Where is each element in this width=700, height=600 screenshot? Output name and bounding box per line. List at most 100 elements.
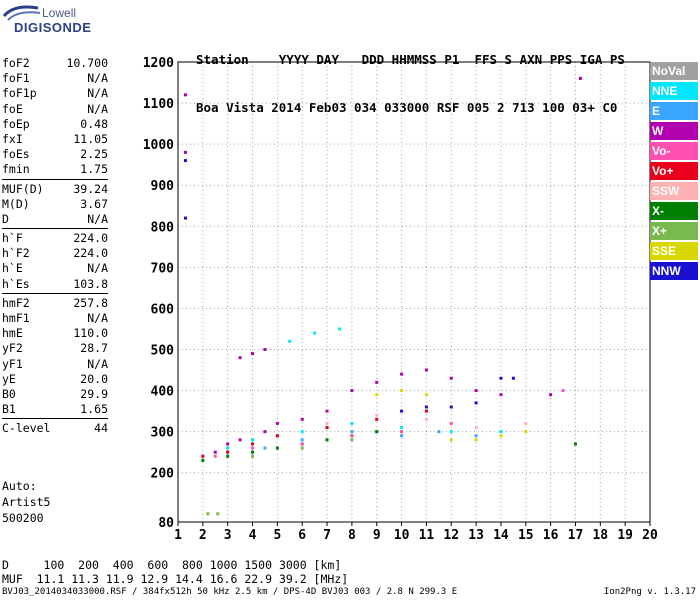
x-tick-label: 17 <box>568 528 584 543</box>
param-row: hmE 110.0 <box>2 326 108 341</box>
param-row: foEs 2.25 <box>2 147 108 162</box>
data-point-nnw <box>400 409 404 413</box>
param-value: 28.7 <box>80 341 108 356</box>
x-tick-label: 5 <box>273 528 281 543</box>
data-point-w <box>549 393 553 397</box>
y-tick-label: 500 <box>151 344 175 359</box>
scaled-parameters-panel: foF2 10.700 foF1 N/A foF1p N/A foE N/A foEp 0.48 f… <box>2 56 108 437</box>
param-row: foF1p N/A <box>2 86 108 101</box>
data-point-nnw <box>183 159 187 163</box>
data-point-e <box>437 430 441 434</box>
x-tick-label: 20 <box>642 528 658 543</box>
data-point-vo <box>201 454 205 458</box>
data-point-x <box>201 458 205 462</box>
param-row: B1 1.65 <box>2 402 108 417</box>
muf-row: MUF 11.1 11.3 11.9 12.9 14.4 16.6 22.9 3… <box>2 572 349 586</box>
data-point-x <box>251 450 255 454</box>
param-row: h`E N/A <box>2 261 108 276</box>
distance-row: D 100 200 400 600 800 1000 1500 3000 [km… <box>2 558 342 572</box>
y-tick-label: 300 <box>151 426 175 441</box>
params-divider <box>2 178 108 180</box>
legend-item-sse: SSE <box>650 242 698 260</box>
file-info: BVJ03_2014034033000.RSF / 384fx512h 50 k… <box>2 587 458 597</box>
data-point-nne <box>449 430 453 434</box>
logo-text-lowell: Lowell <box>42 6 77 20</box>
param-value: N/A <box>87 261 108 276</box>
x-tick-label: 10 <box>394 528 410 543</box>
param-row: foF1 N/A <box>2 71 108 86</box>
data-point-vo <box>561 389 565 393</box>
header-row-values: Boa Vista 2014 Feb03 034 033000 RSF 005 … <box>196 100 618 115</box>
param-row: fxI 11.05 <box>2 132 108 147</box>
legend-item-x: X+ <box>650 222 698 240</box>
data-point-x <box>573 442 577 446</box>
param-value: N/A <box>87 311 108 325</box>
param-value: 10.700 <box>66 56 108 70</box>
x-tick-label: 3 <box>224 528 232 543</box>
data-point-ssw <box>325 421 329 425</box>
data-point-sse <box>474 438 478 442</box>
y-tick-label: 1100 <box>143 97 174 112</box>
param-value: N/A <box>87 86 108 101</box>
param-label: yF2 <box>2 341 23 356</box>
data-point-sse <box>499 434 503 438</box>
param-row: yE 20.0 <box>2 372 108 387</box>
data-point-w <box>499 393 503 397</box>
x-tick-label: 1 <box>174 528 182 543</box>
param-label: h`F2 <box>2 246 30 261</box>
y-tick-label: 900 <box>151 179 175 194</box>
data-point-x <box>216 512 220 516</box>
params-divider <box>2 418 108 420</box>
param-value: N/A <box>87 211 108 226</box>
param-row: yF1 N/A <box>2 357 108 372</box>
data-point-w <box>263 430 267 434</box>
data-point-vo <box>449 421 453 425</box>
param-label: yE <box>2 371 16 386</box>
data-point-vo <box>275 434 279 438</box>
data-point-w <box>251 352 255 356</box>
params-divider <box>2 228 108 230</box>
data-point-nnw <box>424 405 428 409</box>
data-point-w <box>238 438 242 442</box>
data-point-vo <box>375 417 379 421</box>
param-label: B0 <box>2 386 16 401</box>
param-value: 1.65 <box>80 402 108 417</box>
plot-frame <box>177 61 651 523</box>
data-point-w <box>578 76 582 80</box>
data-point-w <box>449 376 453 380</box>
param-label: yF1 <box>2 356 23 371</box>
data-point-w <box>226 442 230 446</box>
data-point-vo <box>251 446 255 450</box>
param-value: 29.9 <box>80 386 108 401</box>
y-tick-label: 1000 <box>143 138 174 153</box>
x-tick-label: 11 <box>419 528 435 543</box>
param-label: foEs <box>2 147 30 162</box>
data-point-w <box>325 409 329 413</box>
param-row: hmF2 257.8 <box>2 296 108 311</box>
x-tick-label: 19 <box>617 528 633 543</box>
param-label: MUF(D) <box>2 181 44 196</box>
logo-text-digisonde: DIGISONDE <box>14 20 92 35</box>
data-point-vo <box>325 426 329 430</box>
x-tick-label: 12 <box>443 528 459 543</box>
data-point-e <box>474 434 478 438</box>
data-point-nnw <box>474 401 478 405</box>
data-point-vo <box>213 454 217 458</box>
data-point-x <box>275 446 279 450</box>
station-header: Station YYYY DAY DDD HHMMSS P1 FFS S AXN… <box>196 20 625 132</box>
data-point-x <box>300 446 304 450</box>
param-value: 0.48 <box>80 116 108 131</box>
param-value: 224.0 <box>73 246 108 261</box>
param-value: 44 <box>94 421 108 436</box>
auto-artist-version: Artist5 <box>2 495 51 509</box>
param-label: C-level <box>2 421 51 436</box>
data-point-w <box>263 348 267 351</box>
param-value: 257.8 <box>73 295 108 310</box>
data-point-ssw <box>474 426 478 430</box>
data-point-nne <box>300 430 304 434</box>
param-row: h`F 224.0 <box>2 231 108 246</box>
param-label: M(D) <box>2 196 30 211</box>
param-row: D N/A <box>2 212 108 227</box>
polarization-legend: NoVal NNE E W Vo- Vo+ SSW X- X+ SSE NNW <box>650 62 698 282</box>
data-point-ssw <box>424 417 428 421</box>
